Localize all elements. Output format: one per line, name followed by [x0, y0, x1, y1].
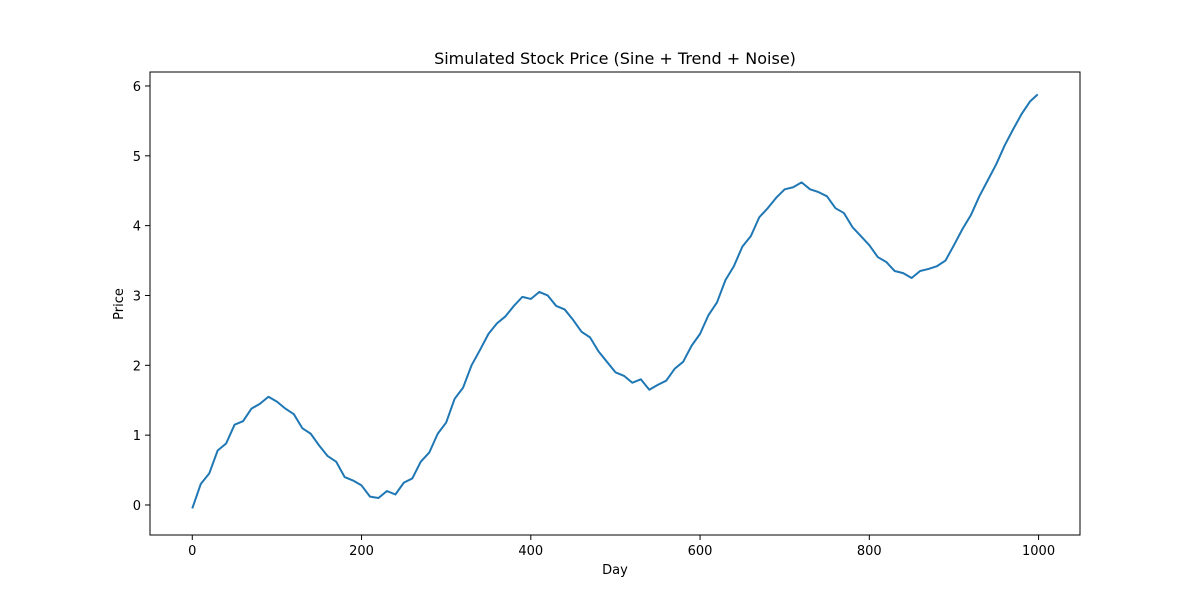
y-tick-label: 5	[133, 150, 141, 165]
x-tick-label: 400	[518, 544, 543, 559]
x-tick-label: 0	[188, 544, 196, 559]
chart-title: Simulated Stock Price (Sine + Trend + No…	[434, 49, 796, 68]
y-axis-label: Price	[112, 288, 127, 320]
price-line	[191, 93, 1039, 509]
x-axis-label: Day	[602, 563, 628, 578]
y-tick-label: 0	[133, 499, 141, 514]
x-tick-label: 200	[349, 544, 374, 559]
plot-frame	[149, 71, 1081, 536]
x-tick-label: 800	[857, 544, 882, 559]
y-tick-label: 2	[133, 359, 141, 374]
y-tick-label: 6	[133, 80, 141, 95]
y-tick-label: 4	[133, 220, 141, 235]
y-tick-label: 3	[133, 289, 141, 304]
x-tick-label: 1000	[1022, 544, 1055, 559]
x-tick-label: 600	[688, 544, 713, 559]
y-tick-label: 1	[133, 429, 141, 444]
